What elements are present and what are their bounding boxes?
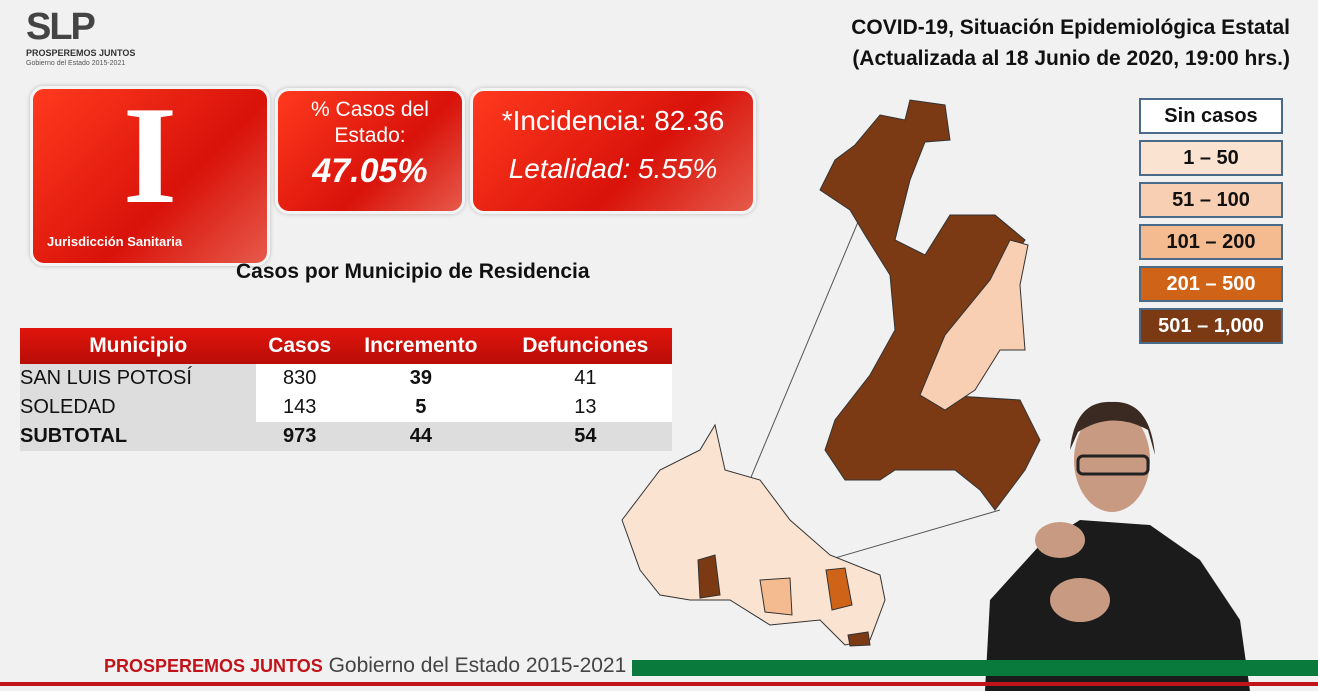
cell-casos: 830: [256, 364, 344, 393]
jurisdiction-card: I Jurisdicción Sanitaria: [30, 86, 270, 266]
incidence: *Incidencia: 82.36: [501, 105, 725, 136]
zoomed-soledad: [919, 239, 1029, 411]
jurisdiction-label: Jurisdicción Sanitaria: [47, 234, 183, 249]
sign-language-interpreter: [985, 401, 1250, 691]
footer-text: Gobierno del Estado 2015-2021: [328, 654, 627, 677]
footer-brand: PROSPEREMOS JUNTOS: [104, 656, 323, 676]
col-defunciones: Defunciones: [498, 328, 672, 364]
header: COVID-19, Situación Epidemiológica Estat…: [851, 12, 1290, 74]
col-casos: Casos: [256, 328, 344, 364]
legend-item: 1 – 50: [1139, 140, 1283, 176]
table-row: SOLEDAD 143 5 13: [20, 393, 672, 422]
percent-label-2: Estado:: [334, 124, 406, 147]
page-subtitle: (Actualizada al 18 Junio de 2020, 19:00 …: [852, 47, 1290, 70]
logo-line1: PROSPEREMOS JUNTOS: [26, 48, 136, 58]
state-map: [621, 423, 886, 646]
rates-card: *Incidencia: 82.36 Letalidad: 5.55%: [470, 88, 756, 214]
green-bar: [632, 660, 1318, 676]
legend-item: 501 – 1,000: [1139, 308, 1283, 344]
percent-cases-card: % Casos del Estado: 47.05%: [275, 88, 465, 214]
percent-value: 47.05%: [312, 152, 428, 190]
cases-table: Municipio Casos Incremento Defunciones S…: [20, 328, 672, 451]
cell-defunciones: 41: [498, 364, 672, 393]
legend-item: 51 – 100: [1139, 182, 1283, 218]
percent-label-1: % Casos del: [311, 98, 429, 121]
red-line: [0, 682, 1318, 686]
lethality: Letalidad: 5.55%: [508, 153, 718, 184]
table-title: Casos por Municipio de Residencia: [236, 260, 590, 283]
municipality-light: [759, 577, 793, 616]
municipality-slp: [697, 554, 721, 599]
legend-item: 201 – 500: [1139, 266, 1283, 302]
municipality-small: [847, 631, 871, 647]
cell-incremento: 39: [343, 364, 499, 393]
municipality-orange: [825, 567, 853, 611]
cell-casos: 143: [256, 393, 344, 422]
cell-incremento: 5: [343, 393, 499, 422]
logo-line2: Gobierno del Estado 2015-2021: [26, 60, 126, 67]
slp-logo: SLP PROSPEREMOS JUNTOS Gobierno del Esta…: [26, 6, 146, 68]
cell-defunciones: 13: [498, 393, 672, 422]
cell-defunciones: 54: [498, 422, 672, 451]
legend-item: Sin casos: [1139, 98, 1283, 134]
col-municipio: Municipio: [20, 328, 257, 364]
cell-municipio: SUBTOTAL: [20, 422, 257, 451]
footer: PROSPEREMOS JUNTOS Gobierno del Estado 2…: [104, 654, 626, 678]
cell-incremento: 44: [343, 422, 499, 451]
col-incremento: Incremento: [343, 328, 499, 364]
cell-municipio: SOLEDAD: [20, 393, 257, 422]
table-header: Municipio Casos Incremento Defunciones: [20, 328, 672, 364]
logo-mark: SLP: [26, 6, 96, 48]
cell-municipio: SAN LUIS POTOSÍ: [20, 364, 257, 393]
zoomed-slp: [819, 99, 1041, 511]
jurisdiction-numeral: I: [122, 78, 178, 233]
cell-casos: 973: [256, 422, 344, 451]
subtotal-row: SUBTOTAL 973 44 54: [20, 422, 672, 451]
page-title: COVID-19, Situación Epidemiológica Estat…: [851, 16, 1290, 39]
map-legend: Sin casos 1 – 50 51 – 100 101 – 200 201 …: [1139, 98, 1283, 350]
legend-item: 101 – 200: [1139, 224, 1283, 260]
table-row: SAN LUIS POTOSÍ 830 39 41: [20, 364, 672, 393]
